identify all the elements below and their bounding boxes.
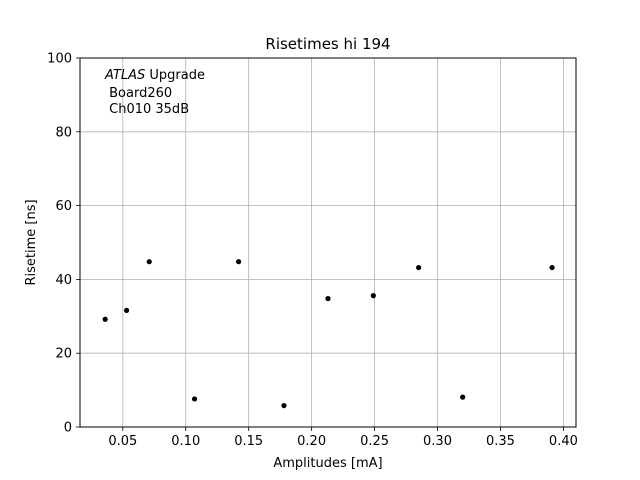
x-tick-label: 0.10 (171, 434, 200, 449)
y-tick-label: 0 (64, 421, 72, 436)
data-point (460, 394, 466, 400)
annotation: ATLAS Upgrade Board260 Ch010 35dB (104, 68, 205, 117)
data-point (191, 396, 198, 402)
data-point (370, 293, 376, 299)
y-tick-label: 100 (47, 52, 72, 67)
x-tick-label: 0.35 (486, 434, 515, 449)
x-tick-label: 0.05 (108, 434, 137, 449)
x-axis: 0.05 0.10 0.15 0.20 0.25 0.30 0.35 0.40 (108, 427, 578, 449)
x-tick-label: 0.30 (423, 434, 452, 449)
chart-title: Risetimes hi 194 (265, 35, 390, 53)
data-point (281, 402, 287, 409)
annotation-line-3: Ch010 35dB (105, 102, 189, 117)
data-point (123, 307, 130, 313)
annotation-line-2: Board260 (105, 86, 172, 101)
annotation-upgrade: Upgrade (145, 68, 205, 83)
plot-frame (79, 57, 577, 428)
x-tick-label: 0.25 (360, 434, 389, 449)
annotation-line-1: ATLAS Upgrade (104, 68, 205, 83)
data-point (416, 264, 422, 271)
x-tick-label: 0.20 (297, 434, 326, 449)
x-tick-label: 0.15 (234, 434, 263, 449)
data-point (102, 316, 108, 322)
x-tick-label: 0.40 (549, 434, 578, 449)
data-points (102, 259, 555, 409)
data-point (146, 259, 152, 265)
y-tick-label: 60 (55, 199, 72, 214)
y-tick-label: 80 (55, 125, 72, 140)
x-axis-label: Amplitudes [mA] (273, 456, 382, 471)
y-axis: 0 20 40 60 80 100 (47, 52, 80, 436)
y-axis-label: Risetime [ns] (24, 199, 39, 285)
y-tick-label: 40 (55, 273, 72, 288)
y-tick-label: 20 (55, 347, 72, 362)
data-point (325, 295, 331, 302)
data-point (236, 259, 242, 265)
annotation-atlas: ATLAS (104, 68, 145, 83)
data-point (549, 264, 555, 271)
